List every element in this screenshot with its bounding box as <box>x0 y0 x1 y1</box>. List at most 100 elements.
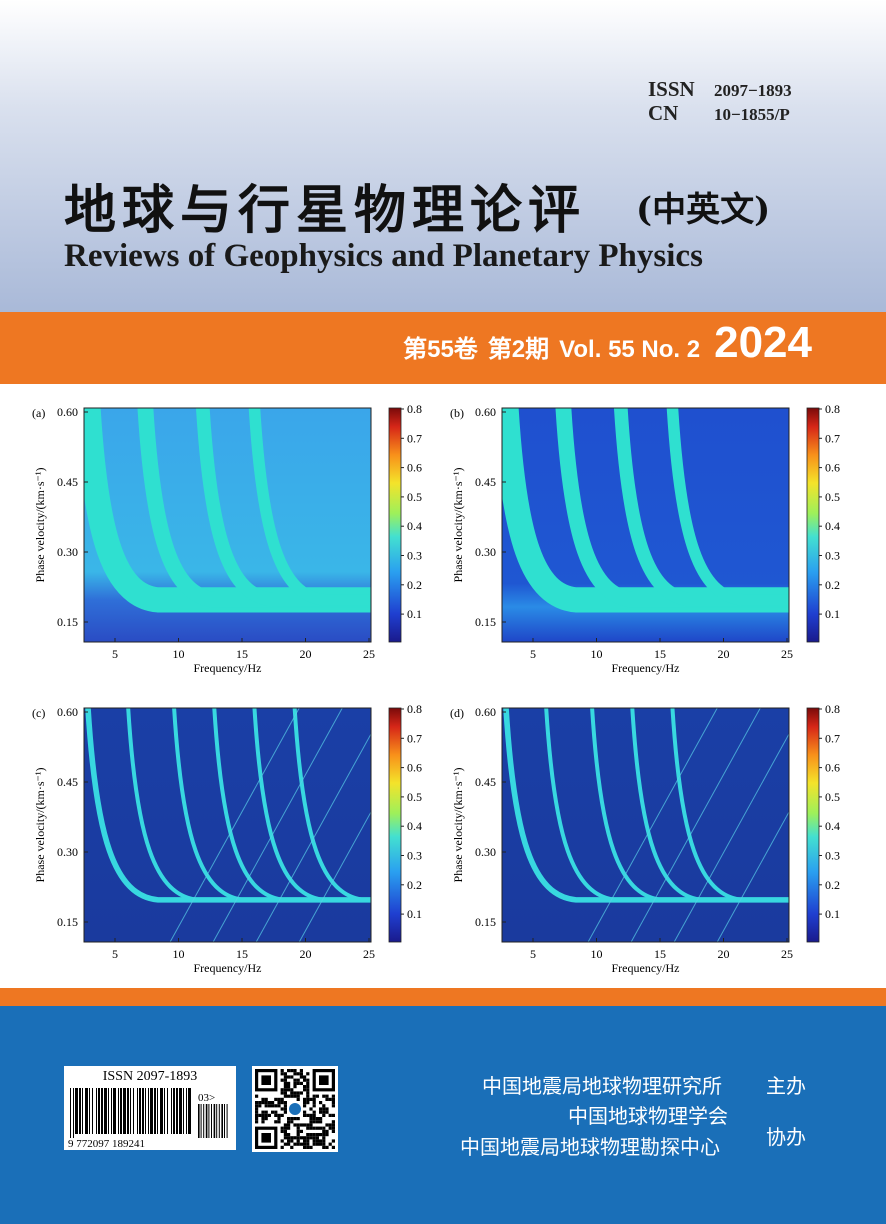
cover-figure: (a) 0.60 0.45 0.30 0.15 5 10 15 20 25 Frequency/Hz… <box>0 384 886 988</box>
aliasing-line <box>298 810 371 942</box>
y-tick-label: 0.15 <box>475 615 496 629</box>
dispersion-branch <box>590 708 789 902</box>
colorbar-tick-label: 0.7 <box>407 431 422 445</box>
barcode-addon: 03> <box>198 1092 215 1104</box>
colorbar-tick-label: 0.1 <box>407 907 422 921</box>
x-tick-label: 5 <box>112 647 118 661</box>
colorbar-tick-label: 0.8 <box>825 702 840 716</box>
y-tick-label: 0.60 <box>57 705 78 719</box>
colorbar-tick-label: 0.2 <box>825 878 840 892</box>
x-tick-label: 5 <box>112 947 118 961</box>
colorbar-tick-label: 0.6 <box>407 761 422 775</box>
y-tick-label: 0.30 <box>57 845 78 859</box>
dispersion-branch <box>666 408 789 606</box>
role-host: 主办 <box>766 1074 806 1098</box>
colorbar-tick-label: 0.3 <box>825 849 840 863</box>
colorbar <box>806 707 820 943</box>
x-tick-label: 20 <box>300 947 312 961</box>
issue-cn: 第2期 <box>487 336 550 363</box>
panel-label: (a) <box>32 406 45 420</box>
x-tick-label: 15 <box>654 647 666 661</box>
panel-label: (c) <box>32 706 45 720</box>
y-tick-label: 0.60 <box>57 405 78 419</box>
divider-band <box>0 988 886 1006</box>
qr-code[interactable] <box>252 1066 338 1152</box>
dispersion-branch <box>85 708 371 903</box>
y-axis-label: Phase velocity/(km·s⁻¹) <box>33 768 47 883</box>
dispersion-branch <box>630 708 789 902</box>
x-tick-label: 25 <box>363 647 375 661</box>
panel-frame <box>83 407 372 643</box>
panel-1: (a) 0.60 0.45 0.30 0.15 5 10 15 20 25 Frequency/Hz… <box>32 402 422 675</box>
issn-value: 2097−1893 <box>714 81 792 100</box>
barcode-bars <box>70 1088 228 1138</box>
colorbar-tick-label: 0.7 <box>825 431 840 445</box>
cn-value: 10−1855/P <box>714 105 790 124</box>
colorbar-tick-label: 0.6 <box>825 761 840 775</box>
y-axis-label: Phase velocity/(km·s⁻¹) <box>451 468 465 583</box>
x-axis-label: Frequency/Hz <box>194 661 262 675</box>
panel-2: (b) 0.60 0.45 0.30 0.15 5 10 15 20 25 Frequency/Hz… <box>450 402 840 675</box>
sponsor-org-1: 中国地震局地球物理研究所 <box>482 1074 722 1098</box>
aliasing-line <box>716 810 789 942</box>
sponsor-org-2: 中国地球物理学会 <box>568 1104 728 1128</box>
aliasing-line <box>212 708 343 942</box>
x-tick-label: 15 <box>654 947 666 961</box>
qr-logo-icon <box>289 1103 301 1115</box>
y-tick-label: 0.45 <box>475 775 496 789</box>
dispersion-branch <box>212 708 371 902</box>
header-background <box>0 0 886 312</box>
dispersion-branch <box>292 708 371 902</box>
y-tick-label: 0.45 <box>57 775 78 789</box>
role-co-organizer: 协办 <box>766 1125 806 1149</box>
issue-info: 第55卷 第2期 Vol. 55 No. 2 2024 <box>403 318 812 368</box>
dispersion-branch <box>613 408 789 607</box>
colorbar-tick-label: 0.8 <box>407 702 422 716</box>
dispersion-branch <box>555 408 789 608</box>
panel-3: (c) 0.60 0.45 0.30 0.15 5 10 15 20 25 Frequency/Hz… <box>32 702 422 975</box>
y-tick-label: 0.60 <box>475 705 496 719</box>
journal-title-chinese: 地球与行星物理论评 <box>64 180 587 241</box>
x-tick-label: 20 <box>300 647 312 661</box>
y-tick-label: 0.30 <box>57 545 78 559</box>
colorbar-tick-label: 0.2 <box>407 578 422 592</box>
dispersion-branch <box>544 708 789 902</box>
colorbar-tick-label: 0.3 <box>825 549 840 563</box>
x-axis-label: Frequency/Hz <box>612 661 680 675</box>
dispersion-figure: (a) 0.600.450.300.155 10 15 20 25Frequency/Hz… <box>32 402 840 975</box>
dispersion-branch <box>84 408 371 613</box>
aliasing-line <box>255 732 371 942</box>
barcode-number: 9 772097 189241 <box>68 1138 145 1150</box>
colorbar-tick-label: 0.4 <box>407 519 422 533</box>
colorbar-tick-label: 0.6 <box>407 461 422 475</box>
colorbar-tick-label: 0.2 <box>825 578 840 592</box>
panel-label: (b) <box>450 406 464 420</box>
x-tick-label: 25 <box>781 647 793 661</box>
issn-block: ISSN 2097−1893 CN 10−1855/P <box>648 77 792 125</box>
issue-banner <box>0 312 886 384</box>
y-tick-label: 0.15 <box>475 915 496 929</box>
x-tick-label: 15 <box>236 647 248 661</box>
dispersion-branch <box>137 408 371 608</box>
y-tick-label: 0.15 <box>57 915 78 929</box>
issue-year: 2024 <box>714 318 812 367</box>
colorbar-tick-label: 0.5 <box>407 790 422 804</box>
colorbar <box>388 707 402 943</box>
panel-label: (d) <box>450 706 464 720</box>
x-tick-label: 5 <box>530 947 536 961</box>
colorbar-tick-label: 0.4 <box>825 819 840 833</box>
y-tick-label: 0.30 <box>475 845 496 859</box>
cn-label: CN <box>648 101 679 125</box>
x-tick-label: 15 <box>236 947 248 961</box>
colorbar-tick-label: 0.5 <box>825 790 840 804</box>
dispersion-branch <box>126 708 371 902</box>
dispersion-branch <box>503 708 789 903</box>
x-tick-label: 10 <box>173 647 185 661</box>
dispersion-branch <box>195 408 371 607</box>
dispersion-branch <box>502 408 789 613</box>
x-tick-label: 5 <box>530 647 536 661</box>
barcode-issn-text: ISSN 2097-1893 <box>103 1069 198 1084</box>
aliasing-line <box>673 732 789 942</box>
colorbar-tick-label: 0.2 <box>407 878 422 892</box>
dispersion-branch <box>252 708 371 902</box>
